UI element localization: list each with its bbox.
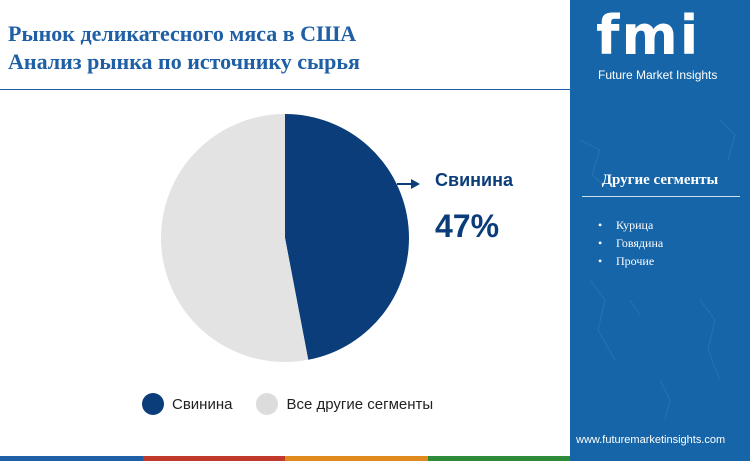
legend-swatch-pork — [142, 393, 164, 415]
legend-swatch-other — [256, 393, 279, 415]
bottom-bar-segment-green — [427, 456, 570, 461]
chart-panel: Рынок деликатесного мяса в США Анализ ры… — [0, 20, 570, 461]
legend-label-other: Все другие сегменты — [286, 395, 434, 413]
chart-title-line2: Анализ рынка по источнику сырья — [8, 49, 360, 74]
pie-slice-0 — [285, 114, 409, 360]
pie-slice-1 — [161, 114, 309, 362]
callout-label: Свинина — [435, 170, 513, 190]
pie-chart — [161, 114, 420, 362]
bottom-color-bar — [0, 456, 570, 461]
logo-letters: fmi — [596, 4, 701, 67]
other-segments-heading: Другие сегменты — [601, 172, 719, 188]
segment-item-chicken: Курица — [598, 216, 663, 234]
segment-item-beef: Говядина — [598, 234, 663, 252]
sidebar: fmi Future Market Insights Другие сегмен… — [570, 0, 750, 461]
segment-item-other: Прочие — [598, 252, 663, 270]
legend-item-other: Все другие сегменты — [256, 393, 433, 415]
callout-arrow-head — [411, 179, 420, 189]
legend-item-pork: Свинина — [142, 393, 232, 415]
callout-value: 47% — [435, 208, 500, 244]
chart-title: Рынок деликатесного мяса в США Анализ ры… — [8, 20, 360, 76]
logo-subtitle: Future Market Insights — [598, 68, 718, 82]
legend: Свинина Все другие сегменты — [142, 393, 457, 415]
sidebar-pattern — [579, 119, 736, 421]
other-segments-divider — [582, 196, 740, 197]
other-segments-list: Курица Говядина Прочие — [598, 216, 663, 270]
title-divider — [0, 89, 570, 90]
legend-label-pork: Свинина — [172, 395, 233, 413]
chart-title-line1: Рынок деликатесного мяса в США — [8, 21, 357, 46]
website-link[interactable]: www.futuremarketinsights.com — [576, 434, 726, 446]
bottom-bar-segment-red — [142, 456, 285, 461]
bottom-bar-segment-blue — [0, 456, 143, 461]
bottom-bar-segment-orange — [285, 456, 428, 461]
